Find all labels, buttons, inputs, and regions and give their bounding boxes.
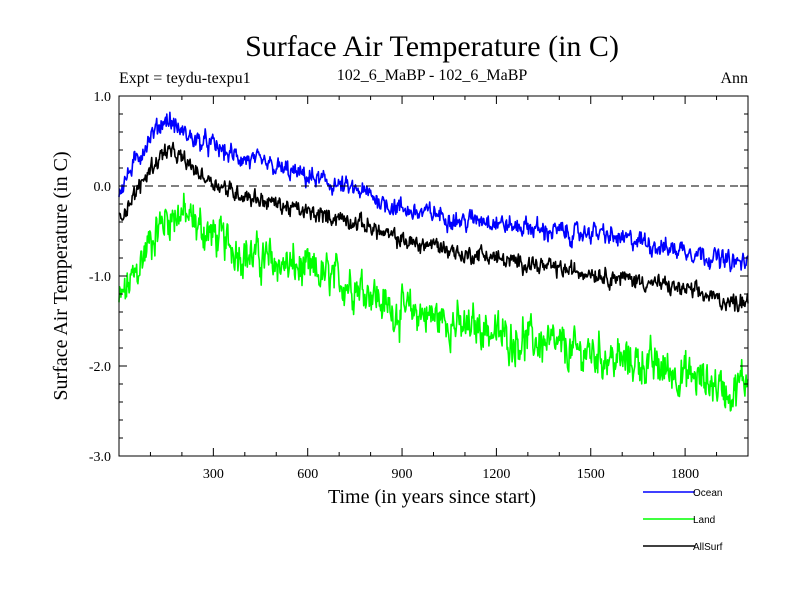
x-tick-label: 600 bbox=[297, 467, 318, 482]
x-tick-label: 900 bbox=[392, 467, 413, 482]
x-tick-label: 300 bbox=[203, 467, 224, 482]
y-axis-label: Surface Air Temperature (in C) bbox=[50, 151, 72, 400]
chart-title: Surface Air Temperature (in C) bbox=[245, 30, 619, 63]
y-tick-label: 1.0 bbox=[94, 90, 112, 105]
series-layer bbox=[118, 111, 749, 412]
comparison-label: 102_6_MaBP - 102_6_MaBP bbox=[337, 67, 528, 84]
y-tick-label: -1.0 bbox=[89, 270, 111, 285]
y-tick-label: -3.0 bbox=[89, 450, 111, 465]
axis-ticks bbox=[119, 95, 748, 457]
y-tick-label: -2.0 bbox=[89, 360, 111, 375]
tick-labels: 300 600 900 1200 1500 1800 1.0 0.0 -1.0 -2.0 -3.0 bbox=[89, 90, 699, 482]
legend-label-ocean: Ocean bbox=[693, 488, 722, 499]
season-label: Ann bbox=[720, 70, 748, 87]
plot-frame bbox=[118, 95, 749, 457]
series-line-land bbox=[118, 192, 749, 412]
legend: Ocean Land AllSurf bbox=[643, 488, 723, 553]
y-tick-label: 0.0 bbox=[94, 180, 112, 195]
x-tick-label: 1500 bbox=[577, 467, 605, 482]
series-line-ocean bbox=[118, 111, 749, 273]
legend-label-allsurf: AllSurf bbox=[693, 542, 723, 553]
legend-label-land: Land bbox=[693, 515, 715, 526]
x-axis-label: Time (in years since start) bbox=[328, 486, 536, 508]
experiment-label: Expt = teydu-texpu1 bbox=[119, 70, 251, 87]
x-tick-label: 1200 bbox=[482, 467, 510, 482]
x-tick-label: 1800 bbox=[671, 467, 699, 482]
